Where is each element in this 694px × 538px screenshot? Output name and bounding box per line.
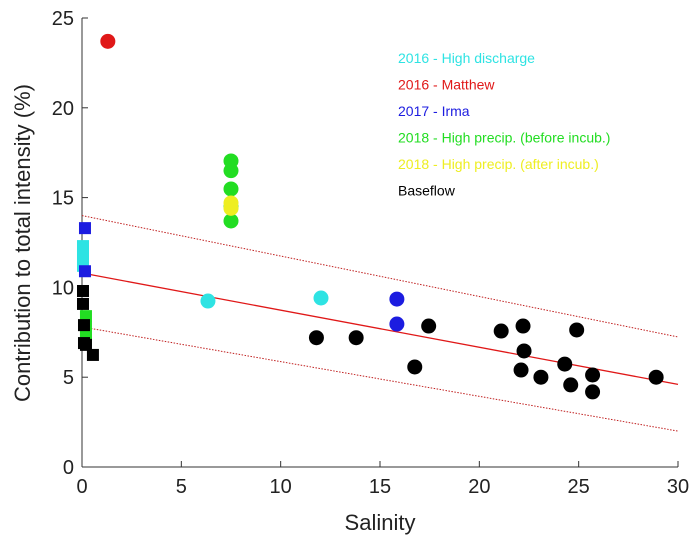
- x-tick-label: 20: [468, 476, 490, 498]
- legend-entry: 2018 - High precip. (before incub.): [398, 130, 610, 146]
- point: [313, 290, 329, 306]
- fit-line: [81, 272, 679, 386]
- point: [223, 181, 239, 197]
- point: [421, 318, 437, 334]
- point: [76, 284, 89, 297]
- point: [389, 291, 405, 307]
- legend-entry: 2016 - Matthew: [398, 77, 495, 93]
- y-tick-label: 10: [52, 277, 74, 299]
- y-tick-label: 15: [52, 188, 74, 210]
- y-tick-label: 25: [52, 8, 74, 30]
- x-tick-label: 5: [176, 476, 187, 498]
- point: [78, 265, 91, 278]
- y-tick-label: 20: [52, 98, 74, 120]
- x-tick-label: 0: [76, 476, 87, 498]
- point: [100, 33, 116, 49]
- point: [585, 384, 601, 400]
- prediction-bound: [81, 215, 679, 338]
- legend-entry: 2018 - High precip. (after incub.): [398, 156, 599, 172]
- prediction-bound: [81, 326, 679, 432]
- point: [516, 343, 532, 359]
- point: [308, 330, 324, 346]
- point: [563, 377, 579, 393]
- x-axis-label: Salinity: [345, 510, 416, 535]
- point: [77, 319, 90, 332]
- point: [515, 318, 531, 334]
- y-tick-label: 5: [63, 367, 74, 389]
- point: [348, 330, 364, 346]
- point: [648, 369, 664, 385]
- legend-entry: Baseflow: [398, 183, 456, 199]
- legend-entry: 2016 - High discharge: [398, 50, 535, 66]
- point: [223, 213, 239, 229]
- point: [79, 338, 92, 351]
- x-tick-label: 15: [369, 476, 391, 498]
- point: [493, 323, 509, 339]
- y-tick-label: 0: [63, 457, 74, 479]
- point: [533, 369, 549, 385]
- point: [569, 322, 585, 338]
- y-axis-label: Contribution to total intensity (%): [10, 84, 35, 402]
- x-tick-label: 10: [270, 476, 292, 498]
- point: [86, 348, 99, 361]
- point: [78, 222, 91, 235]
- point: [223, 163, 239, 179]
- x-tick-label: 25: [568, 476, 590, 498]
- point: [223, 200, 239, 216]
- legend-entry: 2017 - Irma: [398, 103, 470, 119]
- point: [389, 316, 405, 332]
- point: [557, 356, 573, 372]
- point: [513, 362, 529, 378]
- point: [76, 297, 89, 310]
- point: [200, 293, 216, 309]
- point: [585, 367, 601, 383]
- point: [407, 359, 423, 375]
- x-tick-label: 30: [667, 476, 689, 498]
